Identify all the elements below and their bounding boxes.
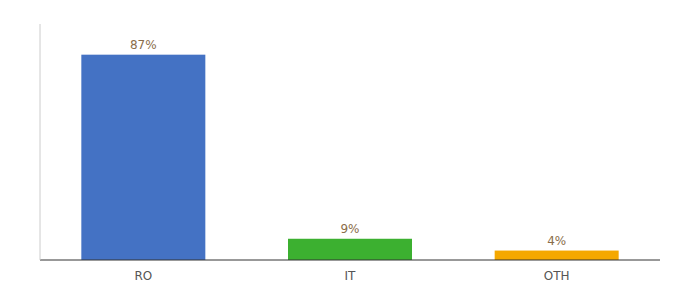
chart: 87% 9% 4% RO IT OTH bbox=[0, 0, 680, 300]
bar bbox=[81, 55, 205, 260]
x-tick-label: IT bbox=[345, 269, 357, 283]
data-label: 4% bbox=[547, 234, 566, 248]
x-axis-line bbox=[40, 260, 660, 261]
data-label: 87% bbox=[130, 38, 157, 52]
bar bbox=[288, 239, 412, 260]
chart-container: 87% 9% 4% RO IT OTH bbox=[0, 0, 680, 300]
y-axis-line bbox=[40, 24, 41, 260]
bar bbox=[495, 251, 619, 260]
data-label: 9% bbox=[340, 222, 359, 236]
bars bbox=[81, 55, 618, 260]
x-tick-label: OTH bbox=[544, 269, 570, 283]
x-tick-label: RO bbox=[134, 269, 152, 283]
